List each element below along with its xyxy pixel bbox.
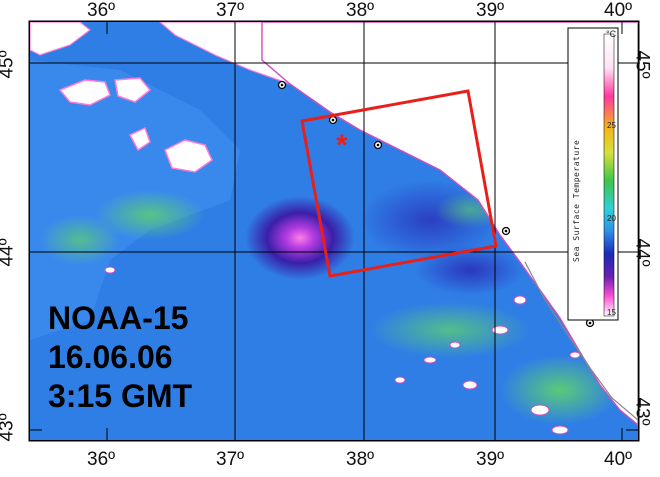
lon-label-top-37: 37º — [216, 0, 245, 21]
warm-patch-sw — [40, 215, 120, 265]
colorbar-tick-25: 25 — [607, 121, 616, 130]
lat-label-left-45: 45º — [0, 50, 18, 79]
city-marker-dots — [280, 83, 592, 325]
cold-eddy — [245, 196, 355, 280]
border-ticks — [30, 22, 638, 440]
cold-water-patch-2 — [415, 245, 525, 295]
colorbar-tick-15: 15 — [607, 308, 616, 317]
lat-label-right-43: 43º — [631, 397, 653, 426]
satellite-name: NOAA-15 — [48, 300, 189, 336]
coastline-detail — [524, 261, 638, 421]
island-4 — [128, 126, 151, 152]
colorbar-gradient — [603, 33, 615, 317]
colorbar-title: Sea Surface Temperature — [572, 139, 581, 262]
study-area-box — [300, 89, 498, 278]
lat-label-left-44: 44º — [0, 238, 18, 267]
cloud-specks — [104, 266, 581, 435]
lon-label-top-36: 36º — [87, 0, 116, 21]
image-date: 16.06.06 — [48, 339, 173, 375]
lat-label-right-44: 44º — [631, 238, 653, 267]
lon-label-top-40: 40º — [604, 0, 633, 21]
crimea-land — [30, 22, 91, 56]
lat-label-right-45: 45º — [631, 50, 653, 79]
island-1 — [58, 79, 111, 106]
lon-label-top-38: 38º — [346, 0, 375, 21]
lon-label-bottom-37: 37º — [216, 449, 245, 470]
island-2 — [114, 77, 152, 103]
lat-label-left-43: 43º — [0, 413, 18, 442]
caucasus-land — [261, 22, 638, 426]
lon-label-bottom-40: 40º — [604, 449, 633, 470]
lon-label-bottom-38: 38º — [346, 449, 375, 470]
lon-label-top-39: 39º — [476, 0, 505, 21]
warm-patch-se — [500, 355, 620, 425]
lon-label-bottom-36: 36º — [87, 449, 116, 470]
open-sea-south — [160, 372, 340, 428]
warm-patch-east — [370, 302, 530, 358]
study-site-marker: * — [336, 129, 348, 162]
graticule — [30, 22, 638, 440]
warm-patch-west — [95, 190, 205, 240]
image-time: 3:15 GMT — [48, 378, 193, 414]
lon-label-bottom-39: 39º — [476, 449, 505, 470]
colorbar-tick-20: 20 — [607, 214, 616, 223]
island-3 — [164, 139, 213, 173]
colorbar-unit: °C — [606, 29, 617, 39]
